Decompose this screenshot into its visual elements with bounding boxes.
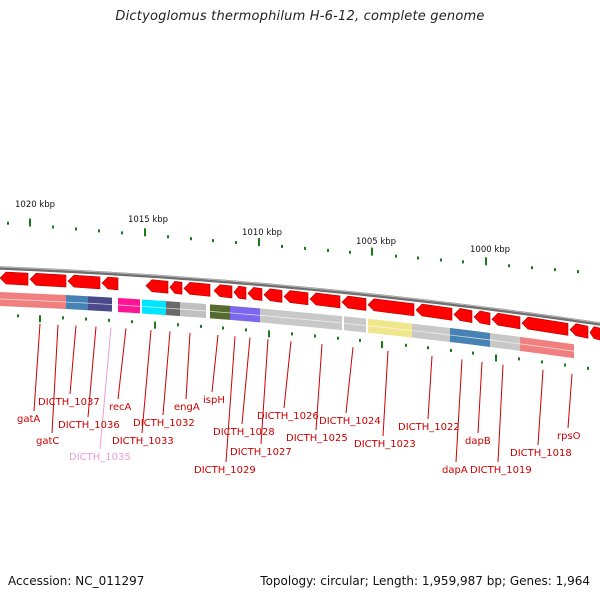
gene-label: DICTH_1024 [319,416,381,427]
accession-label: Accession: [8,574,72,588]
gene-label: DICTH_1027 [230,447,292,458]
leader-line [427,355,433,420]
scale-label: 1000 kbp [470,245,510,255]
gene-arrows [0,271,600,341]
gene-label: gatA [17,414,40,425]
gene-arrow [247,287,263,301]
leader-line [455,359,463,463]
gene-arrow [67,274,101,290]
gene-label: dapA [442,465,468,476]
gene-label: DICTH_1025 [286,433,348,444]
scale-label: 1015 kbp [128,215,168,225]
leader-line [225,336,236,463]
gene-label: recA [109,402,132,413]
leader-line [477,361,483,434]
gene-label: DICTH_1036 [58,420,120,431]
gene-label: DICTH_1037 [38,397,100,408]
gene-arrow [145,279,169,294]
topology-label: Topology: [260,574,317,588]
gene-arrow [367,298,415,317]
gene-arrow [491,312,521,330]
gene-arrow [283,290,309,306]
sep-1: ; [364,574,369,588]
leader-line [162,331,171,416]
leader-line [185,332,191,400]
gene-arrow [569,323,589,339]
gene-label: dapB [465,436,491,447]
leader-line [382,350,389,437]
backbone-highlight [0,266,600,324]
backbone-line [0,266,600,326]
gene-arrow [233,285,247,300]
label-leaders [33,323,573,463]
leader-line [315,344,323,431]
gene-arrow [309,292,341,309]
gene-arrow [0,271,29,286]
leader-line [87,326,97,418]
gene-label: rpsO [557,431,581,442]
gene-label: ispH [203,395,225,406]
genes-value: 1,964 [555,574,590,588]
gene-arrow [589,326,600,341]
gene-label: DICTH_1032 [133,418,195,429]
scale-label: 1010 kbp [242,228,282,238]
gene-label: DICTH_1023 [354,439,416,450]
leader-line [51,324,59,434]
gene-arrow [169,281,183,295]
length-label: Length: [372,574,419,588]
scale-ticks [7,218,579,274]
gene-arrow [521,316,569,336]
leader-line [33,323,41,412]
scale-label: 1020 kbp [15,200,55,210]
leader-line [537,369,544,446]
sep-2: ; [501,574,507,588]
accession-value: NC_011297 [75,574,145,588]
gene-arrow [415,303,453,321]
gene-arrow [101,276,119,291]
feature-track [0,292,581,359]
gene-arrow [29,272,67,288]
leader-line [497,364,504,463]
topology-value: circular [320,574,365,588]
leader-line [99,327,112,450]
leader-line [283,341,292,409]
accession-info: Accession: NC_011297 [8,574,144,588]
gene-label: gatC [36,436,59,447]
gene-label: DICTH_1019 [470,465,532,476]
leader-line [141,330,152,434]
genome-backbone [0,266,600,326]
scale-labels: 1020 kbp 1015 kbp 1010 kbp 1005 kbp 1000 kbp [15,200,510,255]
gene-label: DICTH_1018 [510,448,572,459]
leader-line [567,373,573,429]
gene-label: DICTH_1022 [398,422,460,433]
gene-label: engA [174,402,200,413]
genome-summary: Topology: circular; Length: 1,959,987 bp… [260,574,590,588]
gc-marks [17,314,589,370]
gene-labels: gatA gatC DICTH_1037 DICTH_1036 DICTH_1035 re… [17,395,581,476]
leader-line [241,337,251,425]
gene-label: DICTH_1035 [69,452,131,463]
gene-label: DICTH_1029 [194,465,256,476]
gene-arrow [213,284,233,299]
scale-label: 1005 kbp [356,237,396,247]
gene-label: DICTH_1026 [257,411,319,422]
leader-line [260,339,269,445]
gene-arrow [453,308,473,324]
feature-gloss [0,298,581,353]
leader-line [69,325,77,395]
leader-line [117,328,127,400]
gene-label: DICTH_1033 [112,436,174,447]
leader-line [211,334,219,393]
gene-arrow [263,288,283,303]
leader-line [345,347,354,414]
gene-arrow [183,282,211,297]
genome-title: Dictyoglomus thermophilum H-6-12, comple… [115,9,485,24]
gene-arrow [473,310,491,326]
genes-label: Genes: [509,574,552,588]
gene-label: DICTH_1028 [213,427,275,438]
gene-arrow [341,295,367,311]
length-value: 1,959,987 bp [421,574,502,588]
